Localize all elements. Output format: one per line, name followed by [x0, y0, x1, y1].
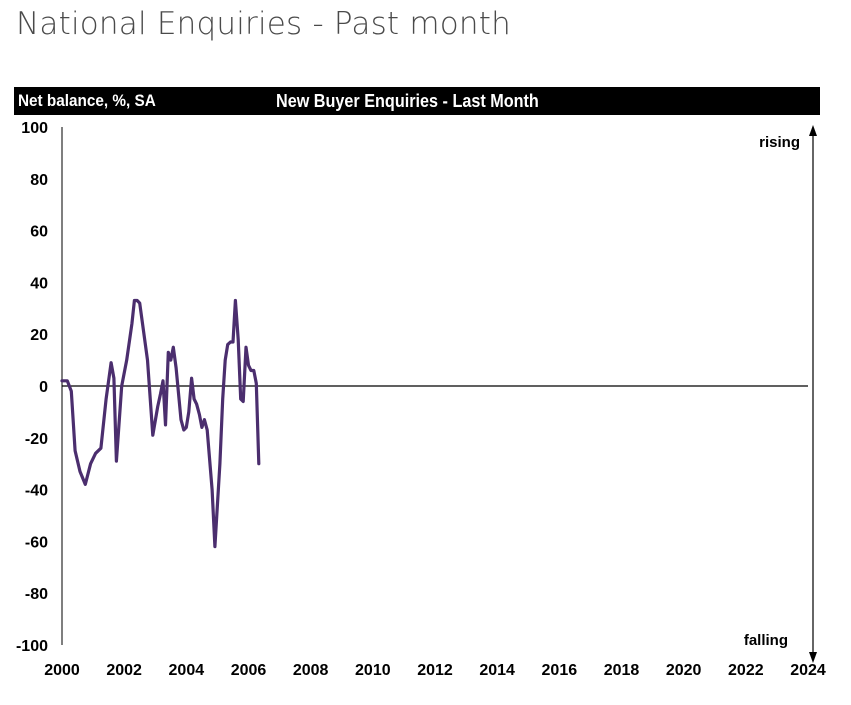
y-tick-label: -60: [25, 534, 48, 551]
page-title: National Enquiries - Past month: [16, 6, 511, 42]
y-tick-label: 20: [30, 327, 48, 344]
y-tick-label: -80: [25, 586, 48, 603]
chart-header-bar: Net balance, %, SA New Buyer Enquiries -…: [14, 87, 820, 115]
y-tick-label: -40: [25, 483, 48, 500]
annotation-falling: falling: [744, 632, 788, 649]
x-tick-labels: 2000 2002 2004 2006 2008 2010 2012 2014 2016 2018…: [44, 662, 826, 679]
y-tick-label: -100: [16, 638, 48, 655]
x-tick-label: 2000: [44, 662, 80, 679]
annotation-rising: rising: [759, 134, 800, 151]
y-tick-label: 60: [30, 224, 48, 241]
arrow-down-icon: [809, 652, 817, 663]
x-tick-label: 2002: [106, 662, 142, 679]
x-tick-label: 2010: [355, 662, 391, 679]
chart-title: New Buyer Enquiries - Last Month: [276, 91, 539, 111]
x-tick-label: 2006: [231, 662, 267, 679]
y-tick-labels: 100 80 60 40 20 0 -20 -40 -60 -80 -100: [16, 120, 48, 655]
x-tick-label: 2018: [604, 662, 640, 679]
series-group: [60, 298, 261, 549]
y-axis-unit-label: Net balance, %, SA: [18, 91, 156, 110]
x-tick-label: 2022: [728, 662, 764, 679]
x-tick-label: 2008: [293, 662, 329, 679]
y-tick-label: 100: [21, 120, 48, 137]
x-tick-label: 2020: [666, 662, 702, 679]
x-tick-label: 2014: [479, 662, 515, 679]
y-tick-label: 80: [30, 172, 48, 189]
x-tick-label: 2016: [542, 662, 578, 679]
y-tick-label: 40: [30, 275, 48, 292]
series-line: [60, 298, 261, 549]
y-tick-label: 0: [39, 379, 48, 396]
y-tick-label: -20: [25, 431, 48, 448]
x-tick-label: 2012: [417, 662, 453, 679]
arrow-up-icon: [809, 125, 817, 136]
x-tick-label: 2024: [790, 662, 826, 679]
x-tick-label: 2004: [169, 662, 205, 679]
